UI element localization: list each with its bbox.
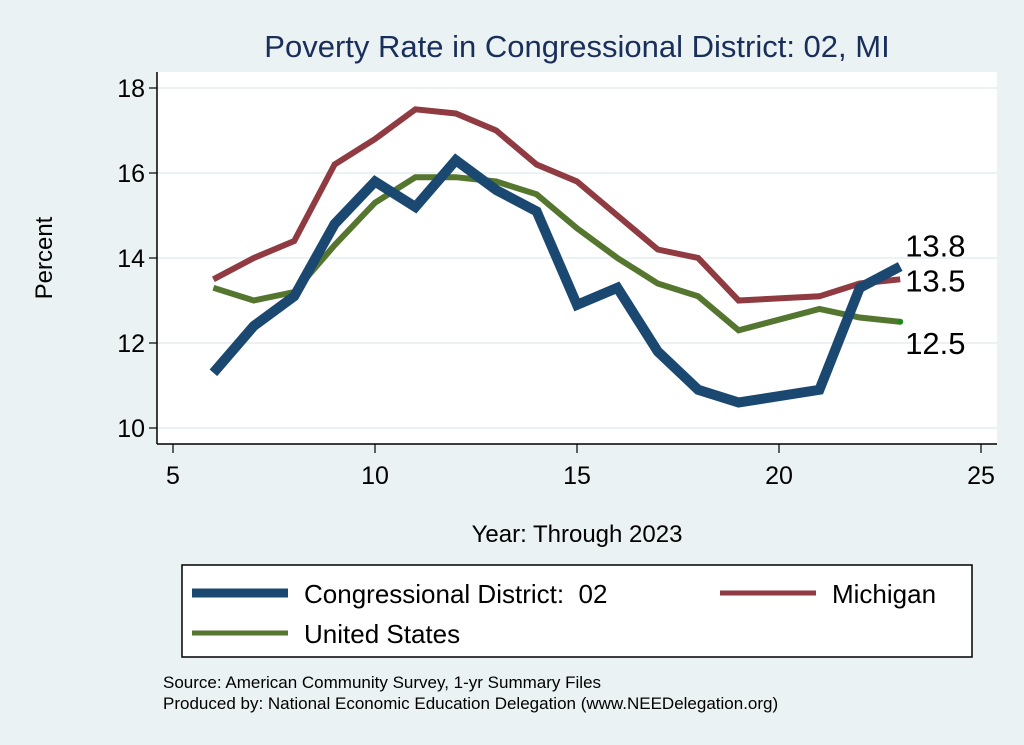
- y-tick-label: 12: [117, 330, 145, 358]
- produced-by-note: Produced by: National Economic Education…: [163, 694, 778, 713]
- legend-label-us: United States: [304, 619, 460, 649]
- chart-title: Poverty Rate in Congressional District: …: [264, 29, 889, 64]
- series-line-district: [209, 153, 903, 408]
- x-tick-label: 20: [765, 462, 793, 490]
- series-line-michigan: [212, 106, 901, 304]
- gridlines: [157, 87, 997, 429]
- series-line-us: [212, 174, 901, 334]
- x-tick-label: 25: [967, 462, 995, 490]
- x-tick-label: 10: [361, 462, 389, 490]
- y-tick-label: 18: [117, 75, 145, 103]
- legend: Congressional District: 02 Michigan Unit…: [181, 564, 973, 658]
- end-label-michigan: 13.5: [905, 263, 965, 298]
- x-tick-label: 15: [563, 462, 591, 490]
- x-axis: 5 10 15 20 25: [157, 443, 997, 490]
- y-axis-title: Percent: [31, 216, 58, 299]
- us-end-marker: [897, 318, 904, 325]
- legend-box: [181, 564, 973, 658]
- x-axis-title: Year: Through 2023: [472, 521, 683, 548]
- legend-label-district: Congressional District: 02: [304, 579, 607, 609]
- y-axis: 10 12 14 16 18: [117, 72, 158, 444]
- y-tick-label: 10: [117, 415, 145, 443]
- y-tick-label: 16: [117, 160, 145, 188]
- end-labels: 13.813.5 12.5: [905, 229, 965, 361]
- legend-label-michigan: Michigan: [832, 579, 936, 609]
- end-label-district: 13.8: [905, 229, 965, 264]
- x-tick-label: 5: [166, 462, 180, 490]
- end-label-us: 12.5: [905, 326, 965, 361]
- series-group: [209, 106, 904, 408]
- y-tick-label: 14: [117, 245, 145, 273]
- source-note: Source: American Community Survey, 1-yr …: [163, 673, 601, 692]
